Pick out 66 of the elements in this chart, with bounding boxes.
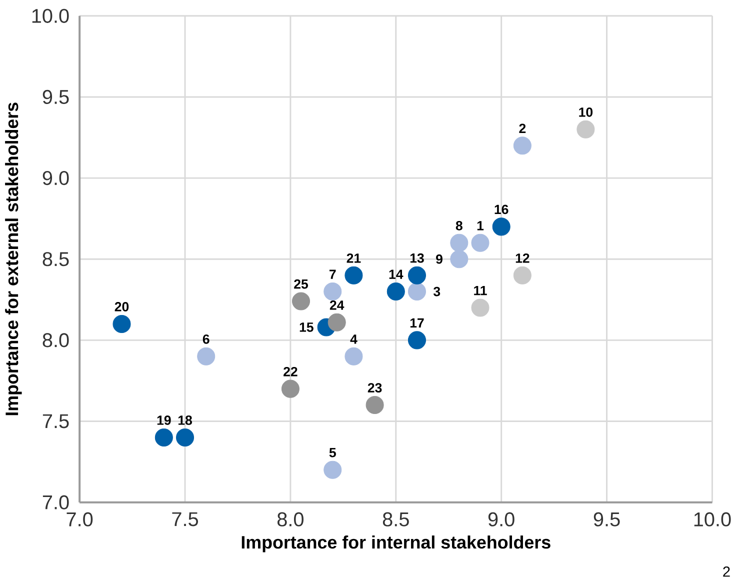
annotation: 5	[329, 448, 336, 458]
annotation: 15	[300, 322, 314, 332]
annotation: 10	[579, 108, 593, 117]
point	[576, 120, 595, 138]
point	[408, 331, 426, 350]
y-tick-label: 8.0	[42, 333, 69, 348]
x-tick-label: 8.5	[382, 512, 409, 526]
annotation: 12	[516, 254, 530, 263]
y-tick-label: 9.5	[42, 90, 69, 104]
point	[176, 428, 194, 447]
point	[197, 347, 216, 366]
point	[292, 292, 310, 310]
annotation: 22	[284, 367, 298, 376]
point	[471, 234, 490, 252]
point	[513, 136, 532, 155]
annotation: 13	[410, 253, 424, 263]
annotation: 9	[436, 254, 442, 264]
y-tick-label: 10.0	[32, 8, 69, 23]
point	[492, 218, 510, 236]
point	[344, 266, 363, 284]
x-tick-label: 9.5	[594, 512, 620, 526]
annotation: 1	[477, 221, 484, 230]
y-tick-label: 9.0	[42, 171, 69, 186]
y-tick-label: 7.5	[42, 414, 69, 428]
y-tick-label: 8.5	[42, 252, 69, 266]
x-tick-label: 8.0	[278, 512, 304, 526]
point	[328, 313, 346, 332]
x-tick-label: 9.0	[488, 512, 514, 526]
x-axis-title: Importance for internal stakeholders	[242, 536, 550, 552]
annotation: 24	[330, 300, 344, 310]
point	[408, 266, 426, 284]
x-tick-label: 7.0	[66, 512, 93, 526]
point	[513, 266, 532, 284]
point	[281, 380, 300, 398]
point	[471, 298, 490, 317]
annotation: 20	[114, 302, 129, 312]
y-axis-title: Importance for external stakeholders	[5, 102, 22, 416]
annotation: 3	[434, 286, 440, 296]
point	[366, 396, 384, 414]
text: 2	[723, 566, 730, 577]
annotation: 23	[368, 383, 382, 393]
y-tick-label: 7.0	[42, 495, 69, 510]
annotation: 7	[330, 270, 336, 279]
annotation: 19	[157, 416, 171, 425]
annotation: 18	[178, 416, 192, 425]
point	[450, 250, 468, 268]
annotation: 21	[346, 254, 361, 263]
point	[450, 234, 468, 252]
annotation: 2	[519, 124, 526, 134]
annotation: 16	[494, 204, 508, 214]
annotation: 14	[389, 270, 404, 279]
point	[386, 282, 405, 301]
point	[408, 282, 426, 301]
point	[154, 428, 173, 447]
x-tick-label: 7.5	[172, 512, 198, 526]
annotation: 11	[474, 286, 487, 296]
point	[344, 347, 363, 366]
annotation: 4	[350, 334, 358, 344]
point	[324, 282, 342, 301]
point	[112, 315, 131, 334]
x-tick-label: 10.0	[694, 512, 731, 526]
annotation: 6	[202, 334, 210, 344]
annotation: 17	[410, 318, 424, 328]
annotation: 8	[456, 221, 462, 230]
point	[324, 460, 342, 479]
annotation: 25	[294, 279, 308, 289]
